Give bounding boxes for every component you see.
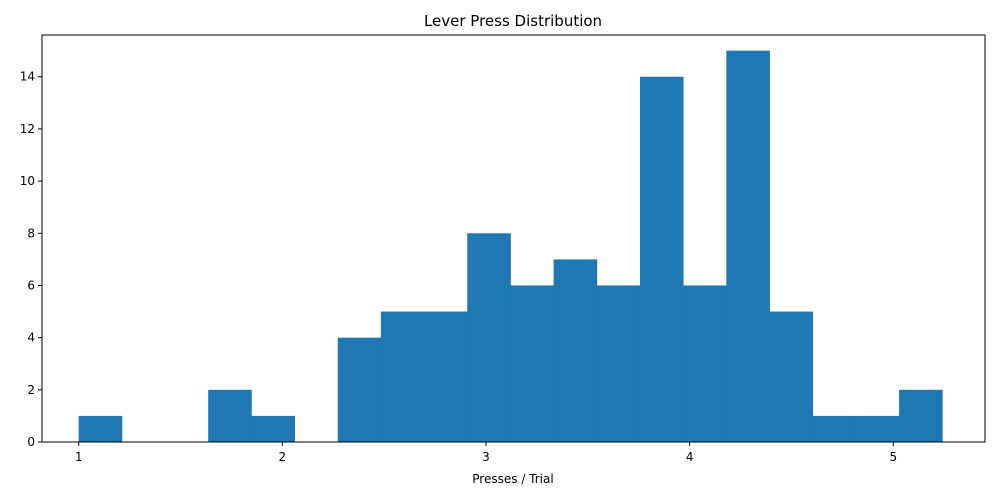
y-tick-label: 2 — [27, 383, 35, 397]
histogram-bar — [510, 285, 555, 442]
histogram-bar — [208, 389, 252, 442]
histogram-bar — [683, 285, 727, 442]
x-axis-ticks: 1 2 3 4 5 — [75, 442, 897, 464]
y-tick-label: 12 — [20, 122, 35, 136]
x-tick-label: 2 — [279, 450, 287, 464]
chart-title: Lever Press Distribution — [424, 12, 602, 30]
x-tick-label: 4 — [686, 450, 694, 464]
histogram-bar — [639, 76, 684, 442]
histogram-bar — [380, 311, 425, 442]
x-axis-label: Presses / Trial — [472, 472, 553, 486]
histogram-bar — [855, 415, 900, 442]
histogram-bar — [812, 415, 857, 442]
y-tick-label: 10 — [20, 174, 35, 188]
y-tick-label: 6 — [27, 278, 35, 292]
histogram-bar — [553, 259, 598, 442]
histogram-bar — [596, 285, 641, 442]
y-tick-label: 4 — [27, 331, 35, 345]
histogram-bar — [78, 415, 123, 442]
x-tick-label: 3 — [482, 450, 490, 464]
x-tick-label: 5 — [890, 450, 898, 464]
y-tick-label: 14 — [20, 70, 35, 84]
histogram-bar — [251, 415, 295, 442]
y-tick-label: 8 — [27, 226, 35, 240]
histogram-bar — [899, 389, 943, 442]
y-axis-ticks: 0 2 4 6 8 10 12 14 — [20, 70, 42, 449]
histogram-bar — [424, 311, 468, 442]
histogram-bar — [337, 337, 382, 442]
y-tick-label: 0 — [27, 435, 35, 449]
plot-frame — [41, 34, 986, 443]
histogram-bar — [769, 311, 814, 442]
bars-group — [78, 50, 943, 443]
x-tick-label: 1 — [75, 450, 83, 464]
histogram-bar — [467, 233, 511, 442]
histogram-bar — [726, 50, 770, 443]
